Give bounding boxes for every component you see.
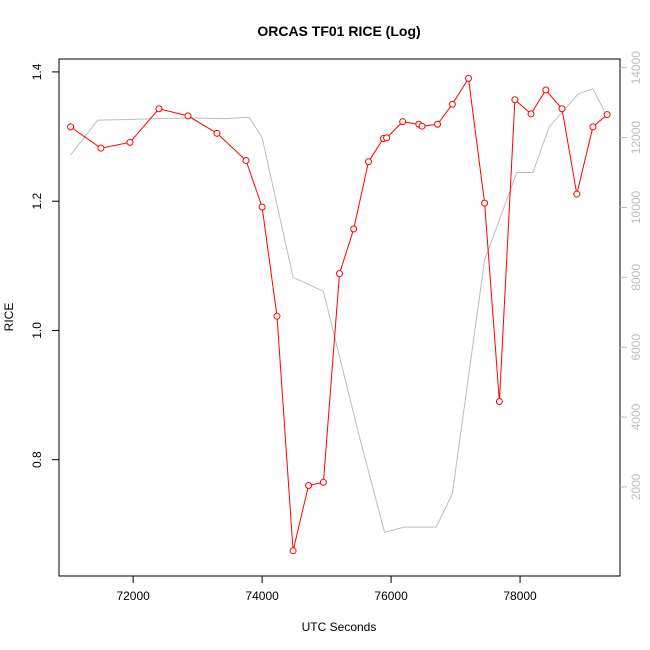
data-point [481,199,489,207]
data-point [67,123,75,131]
data-point [573,190,581,198]
y-tick-label: 1.4 [30,63,44,80]
y-axis-label: RICE [2,303,16,332]
series-line-right [70,88,608,533]
series-line-left [70,76,608,551]
x-tick-label: 78000 [503,589,537,603]
data-point [448,100,456,108]
series-layer [67,74,611,555]
y-axis-left: 0.8 1.0 1.2 1.4 [30,63,59,468]
data-point [289,547,297,555]
x-axis-label: UTC Seconds [302,620,377,634]
data-point [418,122,426,130]
data-point [336,270,343,278]
y2-tick-label: 14000 [629,51,643,85]
data-point [558,105,566,113]
y-axis-right: 2000 4000 6000 8000 10000 12000 14000 [620,51,643,500]
data-point [589,123,597,131]
data-point [495,398,503,406]
data-point [97,144,105,152]
y2-tick-label: 10000 [629,190,643,224]
y-tick-label: 1.2 [30,193,44,210]
data-point [126,138,134,146]
y2-tick-label: 12000 [629,121,643,155]
data-point [319,478,327,486]
x-axis: 72000 74000 76000 78000 [116,576,537,603]
data-point [527,110,535,118]
data-point [399,118,407,126]
plot-frame [58,58,621,577]
data-point [365,158,373,166]
data-point [184,112,192,120]
data-point [305,482,313,490]
data-point [511,96,519,104]
data-point [273,312,281,320]
data-point [464,74,472,82]
x-tick-label: 74000 [245,589,279,603]
y2-tick-label: 2000 [629,473,643,500]
y2-tick-label: 4000 [629,403,643,430]
y-tick-label: 0.8 [30,451,44,468]
y-tick-label: 1.0 [30,322,44,339]
x-tick-label: 72000 [116,589,150,603]
data-point [603,111,611,119]
x-tick-label: 76000 [374,589,408,603]
data-point [434,120,442,128]
data-point [350,225,358,233]
data-point [383,134,391,142]
data-point [258,203,266,211]
data-point [242,156,250,164]
data-point [213,129,221,137]
data-point [155,105,163,113]
data-point [542,86,550,94]
y2-tick-label: 8000 [629,264,643,291]
y2-tick-label: 6000 [629,334,643,361]
chart-title: ORCAS TF01 RICE (Log) [257,23,420,39]
